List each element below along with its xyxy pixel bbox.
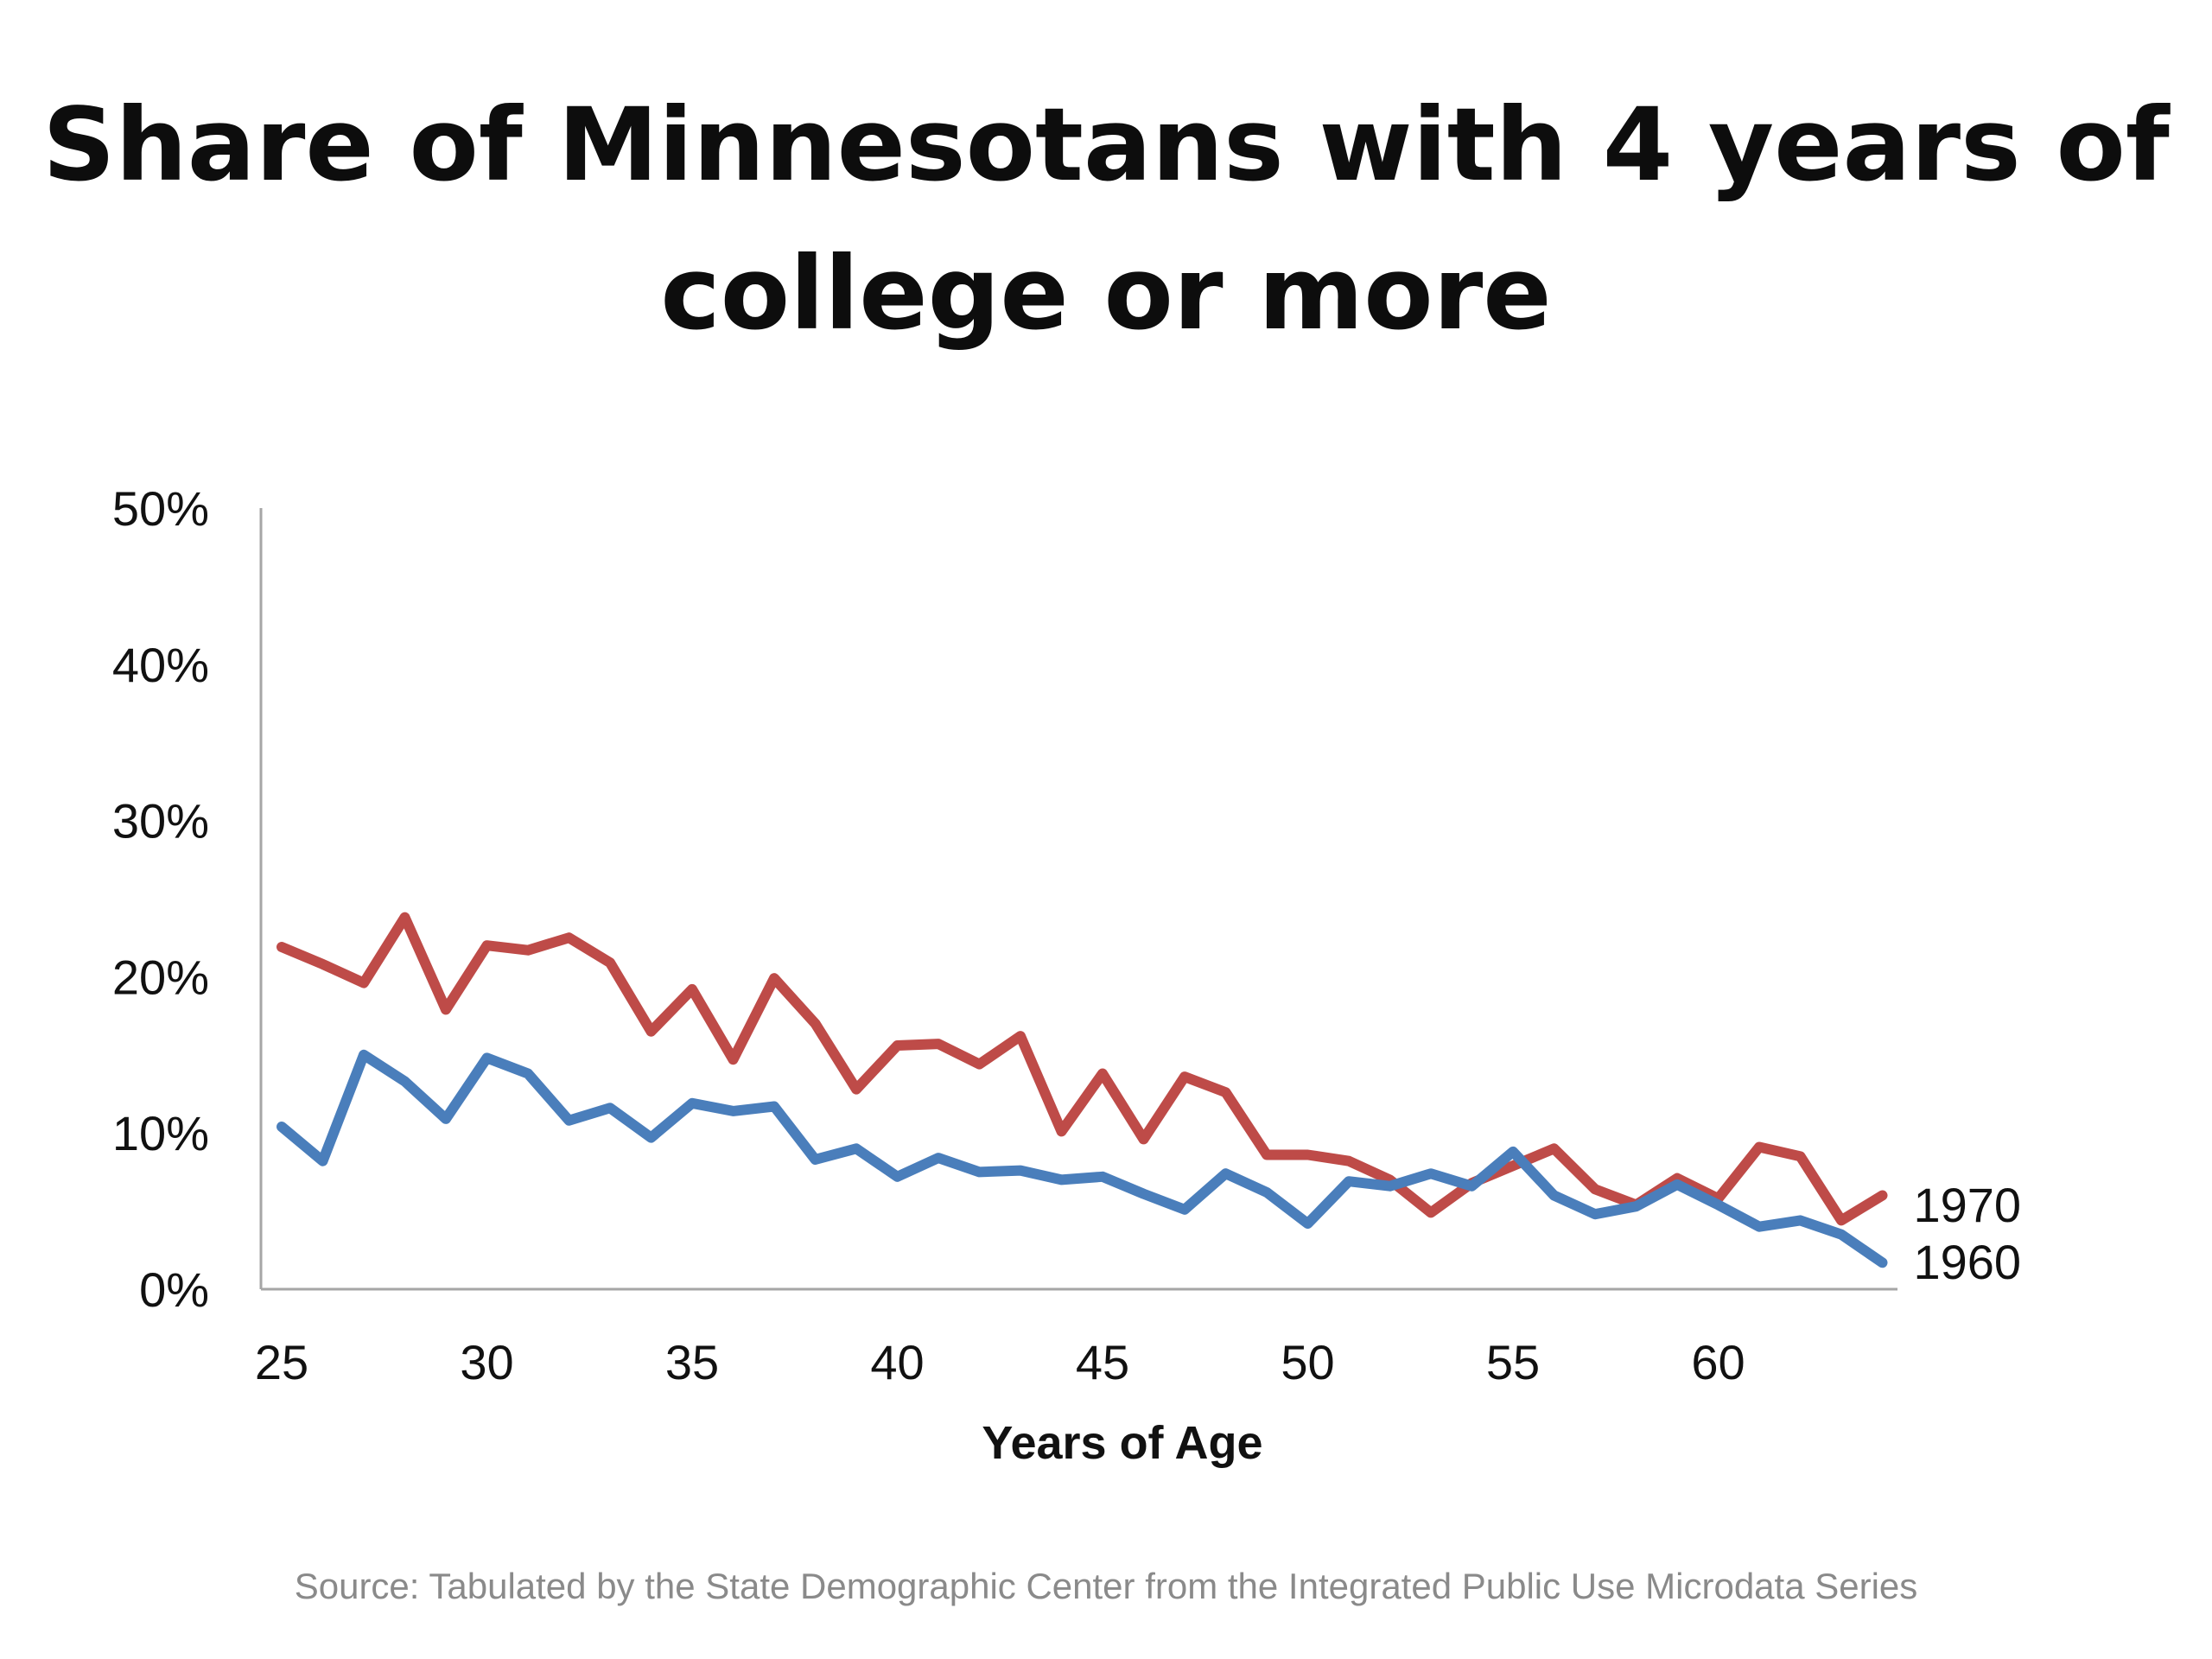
chart-title-line-1: Share of Minnesotans with 4 years of [42, 86, 2170, 204]
y-tick-label: 50% [112, 481, 209, 536]
y-axis-ticks: 0% 10% 20% 30% 40% 50% [112, 481, 209, 1317]
x-tick-label: 25 [255, 1335, 308, 1389]
x-axis-label: Years of Age [982, 1417, 1262, 1469]
source-note: Source: Tabulated by the State Demograph… [294, 1566, 1918, 1606]
series-lines [276, 912, 1888, 1268]
chart-title-line-2: college or more [660, 234, 1552, 353]
chart-title: Share of Minnesotans with 4 years of col… [0, 71, 2212, 368]
series-label-1960: 1960 [1914, 1235, 2022, 1289]
y-tick-label: 0% [139, 1262, 209, 1317]
x-tick-label: 40 [870, 1335, 924, 1389]
x-axis-ticks: 25 30 35 40 45 50 55 60 [255, 1335, 1745, 1389]
series-line-1960 [276, 1049, 1888, 1268]
series-label-1970: 1970 [1914, 1178, 2022, 1232]
y-tick-label: 20% [112, 950, 209, 1004]
x-tick-label: 35 [665, 1335, 719, 1389]
axes [259, 508, 1897, 1291]
x-tick-label: 55 [1486, 1335, 1540, 1389]
x-tick-label: 50 [1281, 1335, 1334, 1389]
y-tick-label: 30% [112, 794, 209, 849]
series-line-1970 [276, 912, 1888, 1226]
x-tick-label: 60 [1691, 1335, 1745, 1389]
y-tick-label: 40% [112, 638, 209, 692]
x-tick-label: 30 [460, 1335, 513, 1389]
y-tick-label: 10% [112, 1106, 209, 1160]
x-tick-label: 45 [1076, 1335, 1129, 1389]
